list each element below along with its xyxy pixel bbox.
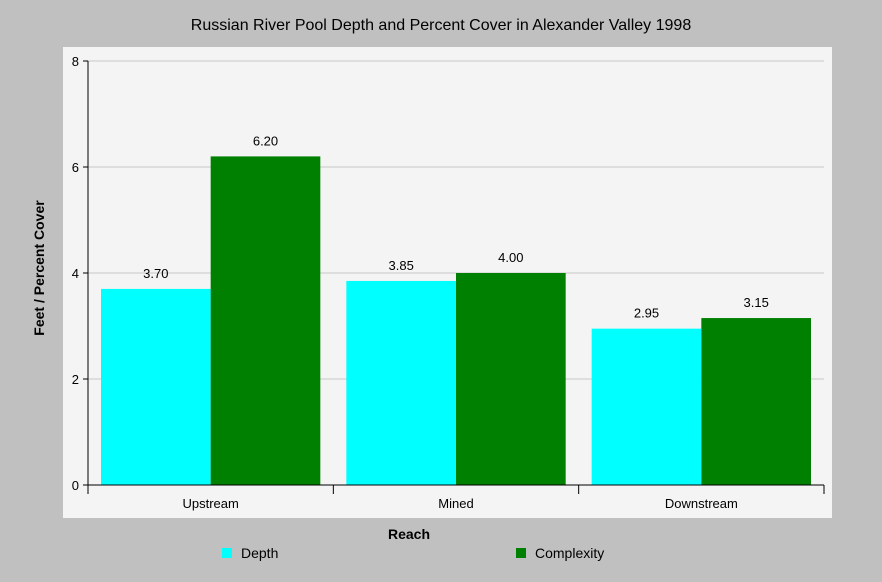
y-tick-label: 0 bbox=[72, 478, 79, 493]
legend-label-complexity: Complexity bbox=[535, 545, 605, 561]
bar-depth-downstream bbox=[591, 328, 702, 485]
labels: 0 2 4 6 8 3.70 6.20 Upstream 3.85 4.00 Mined 2.95 3.… bbox=[72, 54, 769, 511]
data-label: 3.70 bbox=[143, 266, 168, 281]
x-tick-label: Downstream bbox=[665, 496, 738, 511]
bar-complexity-mined bbox=[456, 273, 566, 485]
data-label: 6.20 bbox=[253, 133, 278, 148]
legend-item-depth: Depth bbox=[222, 545, 278, 561]
data-label: 3.85 bbox=[389, 258, 414, 273]
legend-item-complexity: Complexity bbox=[516, 545, 604, 561]
bar-depth-mined bbox=[346, 280, 456, 485]
legend-swatch-depth bbox=[222, 548, 232, 558]
y-axis-title: Feet / Percent Cover bbox=[31, 200, 47, 336]
data-label: 3.15 bbox=[744, 295, 769, 310]
data-label: 2.95 bbox=[634, 306, 659, 321]
y-tick-label: 8 bbox=[72, 54, 79, 69]
legend-swatch-complexity bbox=[516, 548, 526, 558]
bar-complexity-downstream bbox=[701, 318, 811, 485]
y-tick-label: 6 bbox=[72, 160, 79, 175]
legend-label-depth: Depth bbox=[241, 545, 279, 561]
x-tick-label: Upstream bbox=[182, 496, 238, 511]
bar-depth-upstream bbox=[101, 288, 211, 485]
bars bbox=[101, 156, 811, 485]
x-tick-label: Mined bbox=[438, 496, 473, 511]
axes bbox=[83, 60, 825, 494]
x-axis-title: Reach bbox=[388, 526, 430, 542]
data-label: 4.00 bbox=[498, 250, 523, 265]
bar-complexity-upstream bbox=[210, 156, 321, 485]
chart-title: Russian River Pool Depth and Percent Cov… bbox=[190, 17, 692, 34]
y-tick-label: 2 bbox=[72, 372, 79, 387]
y-tick-label: 4 bbox=[72, 266, 79, 281]
legend: Depth Complexity bbox=[0, 545, 882, 565]
